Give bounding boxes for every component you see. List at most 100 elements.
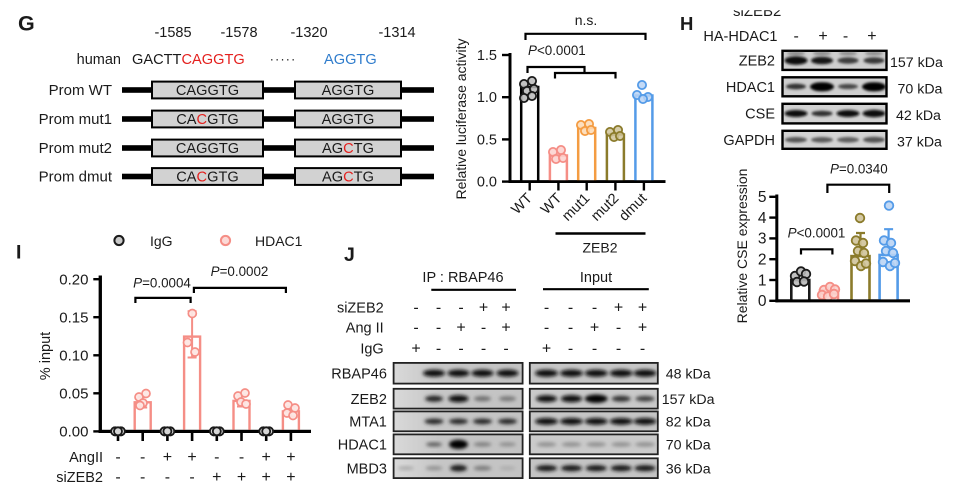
svg-text:mut1: mut1 [559,191,593,225]
svg-text:1.0: 1.0 [477,90,497,106]
svg-text:-: - [592,340,597,357]
svg-text:human: human [77,52,121,68]
svg-text:AGCTG: AGCTG [322,170,374,186]
svg-text:+: + [286,449,295,466]
svg-text:WT: WT [509,190,536,217]
svg-text:-: - [481,320,486,337]
svg-text:J: J [344,244,355,266]
svg-text:-1578: -1578 [220,25,257,41]
svg-text:157 kDa: 157 kDa [890,55,943,71]
svg-text:+: + [479,300,488,317]
svg-text:70 kDa: 70 kDa [666,438,711,454]
svg-text:-: - [239,449,244,466]
svg-text:% input: % input [38,332,54,380]
svg-text:ZEB2: ZEB2 [739,54,775,70]
svg-text:HDAC1: HDAC1 [255,233,303,249]
svg-text:P<0.0001: P<0.0001 [528,43,586,58]
svg-text:0.0: 0.0 [477,175,497,191]
svg-text:+: + [237,469,246,486]
svg-text:36 kDa: 36 kDa [666,462,711,478]
svg-text:2: 2 [758,252,767,269]
svg-text:MTA1: MTA1 [349,415,387,431]
svg-text:+: + [212,469,221,486]
svg-text:siZEB2: siZEB2 [56,470,103,486]
svg-text:P<0.0001: P<0.0001 [788,226,846,241]
svg-text:-: - [413,300,418,317]
svg-text:-: - [568,320,573,337]
svg-text:0.20: 0.20 [59,271,88,288]
svg-text:+: + [638,300,647,317]
svg-text:-: - [616,320,621,337]
svg-text:70 kDa: 70 kDa [898,82,943,98]
svg-text:-: - [592,300,597,317]
svg-text:+: + [867,28,876,45]
svg-text:-1320: -1320 [290,25,327,41]
svg-text:42 kDa: 42 kDa [896,108,941,124]
svg-text:157 kDa: 157 kDa [662,392,715,408]
svg-text:48 kDa: 48 kDa [666,367,711,383]
svg-text:0.00: 0.00 [59,424,88,441]
svg-text:-1585: -1585 [154,25,191,41]
svg-text:GACTTCAGGTG: GACTTCAGGTG [132,52,245,68]
svg-text:+: + [187,449,196,466]
svg-text:CAGGTG: CAGGTG [176,141,239,157]
svg-text:1.5: 1.5 [477,48,497,64]
svg-text:0.10: 0.10 [59,348,88,365]
svg-text:-: - [214,449,219,466]
svg-text:-: - [544,320,549,337]
svg-text:·····: ····· [270,52,297,67]
svg-text:Prom WT: Prom WT [49,82,112,99]
svg-text:+: + [411,340,420,357]
svg-text:-: - [189,469,194,486]
svg-text:AGCTG: AGCTG [322,141,374,157]
svg-text:0.05: 0.05 [59,386,88,403]
svg-text:-: - [568,300,573,317]
svg-text:AGGTG: AGGTG [322,83,375,99]
svg-text:+: + [501,300,510,317]
svg-text:-: - [544,300,549,317]
svg-text:-: - [413,320,418,337]
svg-text:-: - [843,28,848,45]
svg-text:IP : RBAP46: IP : RBAP46 [422,270,503,286]
svg-text:HDAC1: HDAC1 [726,80,775,96]
svg-text:3: 3 [758,231,767,248]
svg-text:H: H [680,13,693,34]
svg-text:-: - [140,449,145,466]
svg-text:P=0.0004: P=0.0004 [133,276,191,291]
svg-text:Prom dmut: Prom dmut [39,169,113,186]
svg-text:-: - [458,340,463,357]
svg-text:82 kDa: 82 kDa [666,415,711,431]
svg-text:4: 4 [758,210,767,227]
svg-text:-: - [794,28,799,45]
svg-text:+: + [818,28,827,45]
svg-text:-: - [115,469,120,486]
svg-text:+: + [542,340,551,357]
svg-text:-: - [616,340,621,357]
svg-text:IgG: IgG [150,233,173,249]
svg-text:1: 1 [758,272,767,289]
svg-text:HDAC1: HDAC1 [338,438,387,454]
svg-text:-: - [640,340,645,357]
svg-text:siZEB2: siZEB2 [337,301,384,317]
svg-text:Prom mut2: Prom mut2 [39,140,112,157]
svg-text:Prom mut1: Prom mut1 [39,111,112,128]
svg-text:AGGTG: AGGTG [322,112,375,128]
svg-text:IgG: IgG [360,341,383,357]
svg-text:MBD3: MBD3 [347,462,387,478]
svg-text:n.s.: n.s. [575,12,598,28]
svg-text:-: - [436,300,441,317]
svg-text:0.15: 0.15 [59,309,88,326]
svg-text:dmut: dmut [616,191,650,225]
svg-text:P=0.0002: P=0.0002 [211,264,269,279]
svg-text:siZEB2: siZEB2 [733,3,781,20]
svg-text:+: + [262,449,271,466]
svg-text:-: - [481,340,486,357]
svg-text:I: I [16,242,21,264]
svg-text:-: - [458,300,463,317]
svg-text:-: - [436,340,441,357]
svg-text:0: 0 [758,293,767,310]
svg-text:CACGTG: CACGTG [176,170,238,186]
svg-text:ZEB2: ZEB2 [351,392,387,408]
svg-text:CACGTG: CACGTG [176,112,238,128]
svg-text:-: - [115,449,120,466]
